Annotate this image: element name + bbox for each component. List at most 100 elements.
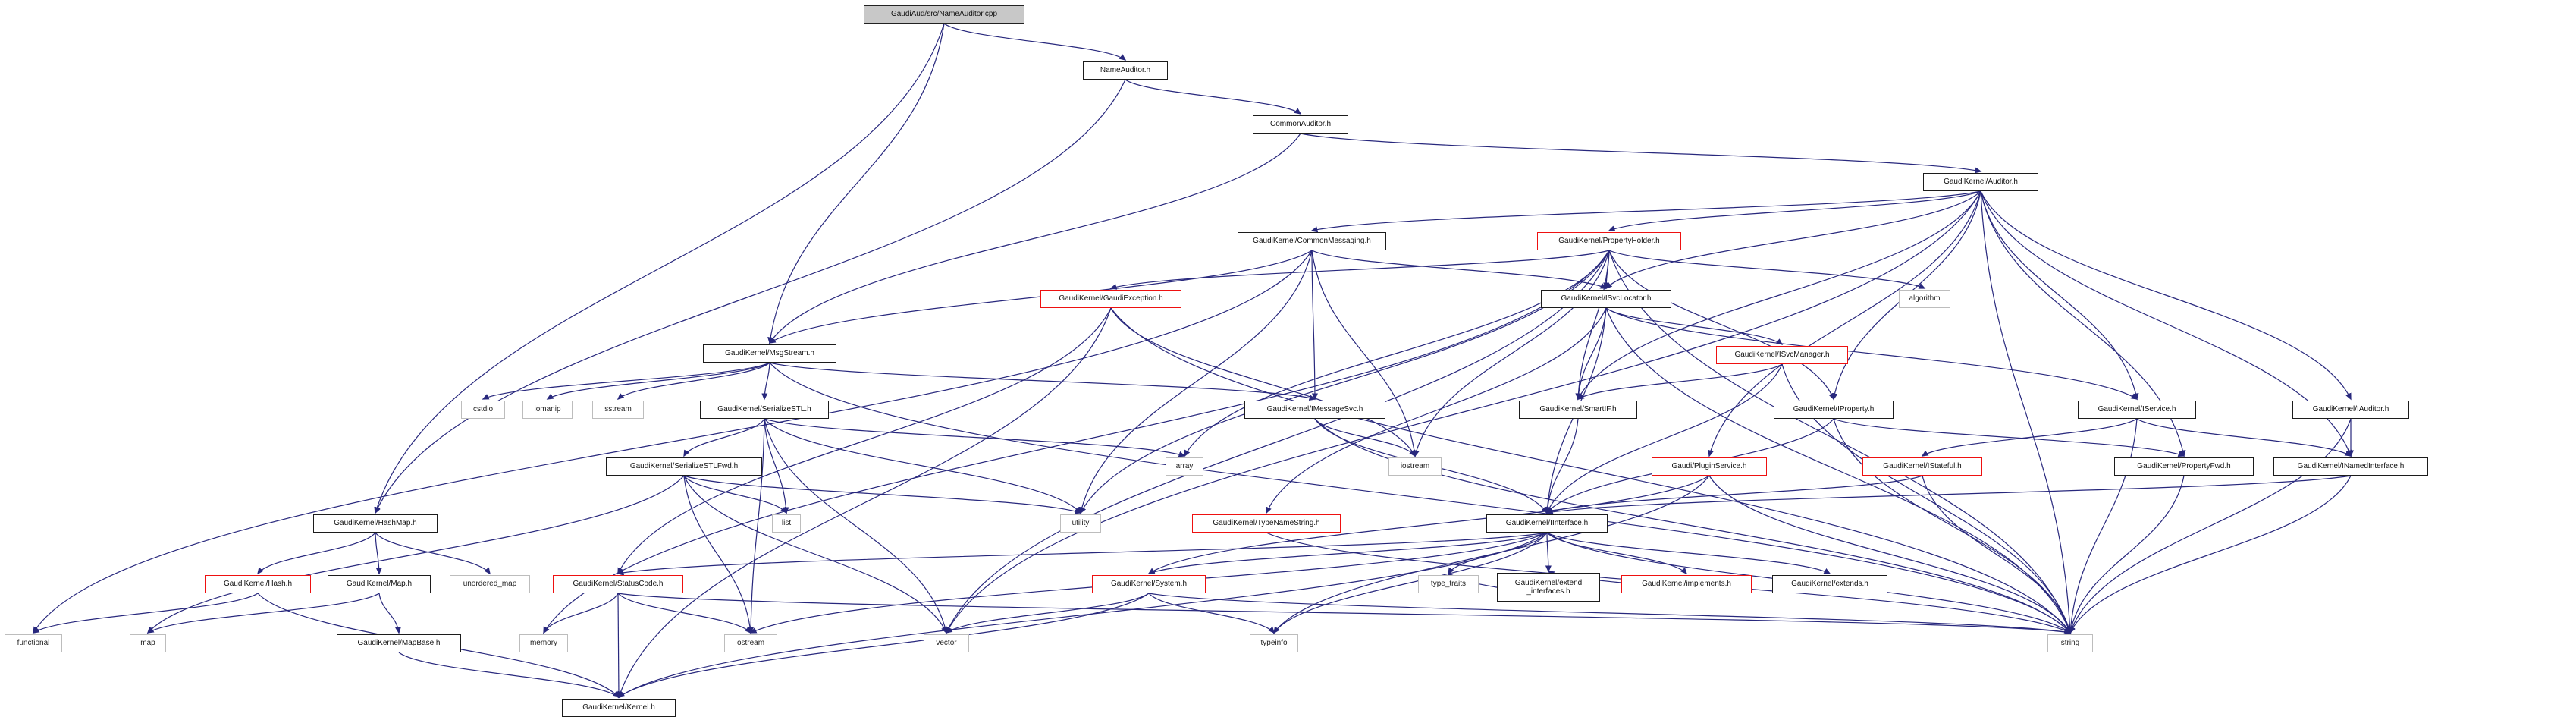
node-statuscode[interactable]: GaudiKernel/StatusCode.h xyxy=(553,575,683,593)
include-edge-isvclocator-to-smartif xyxy=(1575,307,1607,401)
include-edge-msgstream-to-serializestl xyxy=(761,362,770,401)
include-edge-pluginservice-to-string xyxy=(1708,475,2071,634)
node-cpp: GaudiAud/src/NameAuditor.cpp xyxy=(864,5,1024,24)
include-edge-gaudimap-to-mapbase xyxy=(378,593,401,634)
include-edge-serializestl-to-list xyxy=(764,418,789,514)
node-typeinfo: typeinfo xyxy=(1250,634,1298,652)
node-gaudimap[interactable]: GaudiKernel/Map.h xyxy=(328,575,431,593)
node-isvclocator[interactable]: GaudiKernel/ISvcLocator.h xyxy=(1541,290,1671,308)
include-edge-statuscode-to-ostream xyxy=(617,593,752,634)
include-edge-system-to-typeinfo xyxy=(1148,593,1275,634)
node-functional: functional xyxy=(5,634,62,652)
node-kernel[interactable]: GaudiKernel/Kernel.h xyxy=(562,699,676,717)
include-edge-auditor-to-iauditor xyxy=(1980,190,2352,401)
include-edge-isvcmanager-to-iinterface xyxy=(1546,363,1783,514)
include-edge-gaudiexception-to-statuscode xyxy=(617,307,1112,575)
include-edge-serializestlfwd-to-vector xyxy=(683,475,947,634)
include-edge-nameauditor_h-to-commonauditor xyxy=(1125,79,1302,115)
include-edge-system-to-kernel xyxy=(617,593,1150,698)
node-msgstream[interactable]: GaudiKernel/MsgStream.h xyxy=(703,344,836,363)
include-edge-iinterface-to-type_traits xyxy=(1448,532,1548,575)
include-edge-cpp-to-hashmap xyxy=(374,23,945,514)
node-ostream: ostream xyxy=(724,634,777,652)
node-extends[interactable]: GaudiKernel/extends.h xyxy=(1772,575,1887,593)
node-nameauditor-h[interactable]: NameAuditor.h xyxy=(1083,61,1168,80)
include-edge-serializestl-to-array xyxy=(764,418,1186,457)
include-edge-propertyholder-to-isvclocator xyxy=(1603,250,1610,290)
node-isvcmanager[interactable]: GaudiKernel/ISvcManager.h xyxy=(1716,346,1848,364)
node-smartif[interactable]: GaudiKernel/SmartIF.h xyxy=(1519,401,1637,419)
node-typenamestring[interactable]: GaudiKernel/TypeNameString.h xyxy=(1192,514,1341,533)
include-edge-serializestl-to-ostream xyxy=(748,418,765,634)
node-inamedinterface[interactable]: GaudiKernel/INamedInterface.h xyxy=(2273,457,2428,476)
node-commonauditor[interactable]: CommonAuditor.h xyxy=(1253,115,1348,134)
node-serializestlfwd[interactable]: GaudiKernel/SerializeSTLFwd.h xyxy=(606,457,762,476)
node-iostream: iostream xyxy=(1388,457,1442,476)
node-vector: vector xyxy=(924,634,969,652)
include-edge-isvcmanager-to-smartif xyxy=(1577,363,1783,400)
node-system[interactable]: GaudiKernel/System.h xyxy=(1092,575,1206,593)
node-string: string xyxy=(2047,634,2093,652)
node-mapbase[interactable]: GaudiKernel/MapBase.h xyxy=(337,634,461,652)
include-edge-mapbase-to-kernel xyxy=(398,652,620,698)
node-imessagesvc[interactable]: GaudiKernel/IMessageSvc.h xyxy=(1244,401,1385,419)
include-edge-hashmap-to-unordered_map xyxy=(375,532,491,575)
include-edge-iproperty-to-string xyxy=(1833,418,2072,634)
include-edge-iinterface-to-system xyxy=(1147,532,1548,575)
include-edge-statuscode-to-memory xyxy=(543,593,619,634)
include-edge-auditor-to-commonmessaging xyxy=(1310,190,1981,233)
node-extend-interfaces[interactable]: GaudiKernel/extend _interfaces.h xyxy=(1497,573,1600,602)
include-edge-iinterface-to-statuscode xyxy=(617,532,1548,576)
include-edge-msgstream-to-iomanip xyxy=(546,362,770,400)
node-algorithm: algorithm xyxy=(1899,290,1950,308)
include-edge-auditor-to-propertyholder xyxy=(1608,190,1981,231)
include-edge-commonmessaging-to-iostream xyxy=(1311,250,1417,457)
include-edge-iservice-to-inamedinterface xyxy=(2136,418,2352,457)
include-edge-cpp-to-msgstream xyxy=(767,23,945,344)
node-istateful[interactable]: GaudiKernel/IStateful.h xyxy=(1862,457,1982,476)
node-iproperty[interactable]: GaudiKernel/IProperty.h xyxy=(1774,401,1894,419)
node-hashmap[interactable]: GaudiKernel/HashMap.h xyxy=(313,514,438,533)
include-edge-iinterface-to-extends xyxy=(1546,532,1831,574)
include-edge-imessagesvc-to-iostream xyxy=(1314,418,1416,457)
node-iomanip: iomanip xyxy=(522,401,573,419)
include-edge-cpp-to-nameauditor_h xyxy=(943,23,1127,61)
include-edge-gaudiexception-to-kernel xyxy=(617,307,1112,699)
include-edge-hash-to-functional xyxy=(32,593,259,634)
include-edge-inamedinterface-to-iinterface xyxy=(1545,475,2352,515)
include-edge-serializestlfwd-to-utility xyxy=(683,475,1082,514)
node-hash[interactable]: GaudiKernel/Hash.h xyxy=(205,575,311,593)
node-list: list xyxy=(772,514,801,533)
include-edge-iproperty-to-propertyfwd xyxy=(1833,418,2185,457)
node-propertyholder[interactable]: GaudiKernel/PropertyHolder.h xyxy=(1537,232,1681,250)
include-edge-msgstream-to-sstream xyxy=(617,362,770,401)
node-implements[interactable]: GaudiKernel/implements.h xyxy=(1621,575,1752,593)
include-edge-hashmap-to-gaudimap xyxy=(375,532,382,575)
node-iinterface[interactable]: GaudiKernel/IInterface.h xyxy=(1486,514,1608,533)
include-edge-auditor-to-iservice xyxy=(1980,190,2139,401)
node-auditor[interactable]: GaudiKernel/Auditor.h xyxy=(1923,173,2038,191)
include-edge-propertyholder-to-iostream xyxy=(1413,250,1610,457)
include-edge-iservice-to-istateful xyxy=(1921,418,2138,457)
include-edge-propertyholder-to-array xyxy=(1184,250,1610,457)
include-edge-serializestlfwd-to-list xyxy=(683,475,787,514)
include-edge-iauditor-to-string xyxy=(2069,418,2352,634)
node-pluginservice[interactable]: Gaudi/PluginService.h xyxy=(1652,457,1767,476)
node-commonmessaging[interactable]: GaudiKernel/CommonMessaging.h xyxy=(1238,232,1386,250)
node-serializestl[interactable]: GaudiKernel/SerializeSTL.h xyxy=(700,401,829,419)
node-iservice[interactable]: GaudiKernel/IService.h xyxy=(2078,401,2196,419)
include-edge-commonauditor-to-msgstream xyxy=(769,133,1301,344)
include-edge-commonauditor-to-auditor xyxy=(1300,133,1982,174)
include-edge-statuscode-to-kernel xyxy=(615,593,622,699)
include-edge-isvclocator-to-iservice xyxy=(1605,307,2138,400)
include-edge-propertyholder-to-algorithm xyxy=(1608,250,1926,289)
include-edge-smartif-to-iinterface xyxy=(1544,418,1579,514)
include-edge-istateful-to-iinterface xyxy=(1545,475,1923,514)
node-iauditor[interactable]: GaudiKernel/IAuditor.h xyxy=(2292,401,2409,419)
node-cstdio: cstdio xyxy=(461,401,505,419)
node-unordered-map: unordered_map xyxy=(450,575,530,593)
node-propertyfwd[interactable]: GaudiKernel/PropertyFwd.h xyxy=(2114,457,2254,476)
node-array: array xyxy=(1166,457,1203,476)
node-gaudiexception[interactable]: GaudiKernel/GaudiException.h xyxy=(1040,290,1181,308)
node-memory: memory xyxy=(519,634,568,652)
